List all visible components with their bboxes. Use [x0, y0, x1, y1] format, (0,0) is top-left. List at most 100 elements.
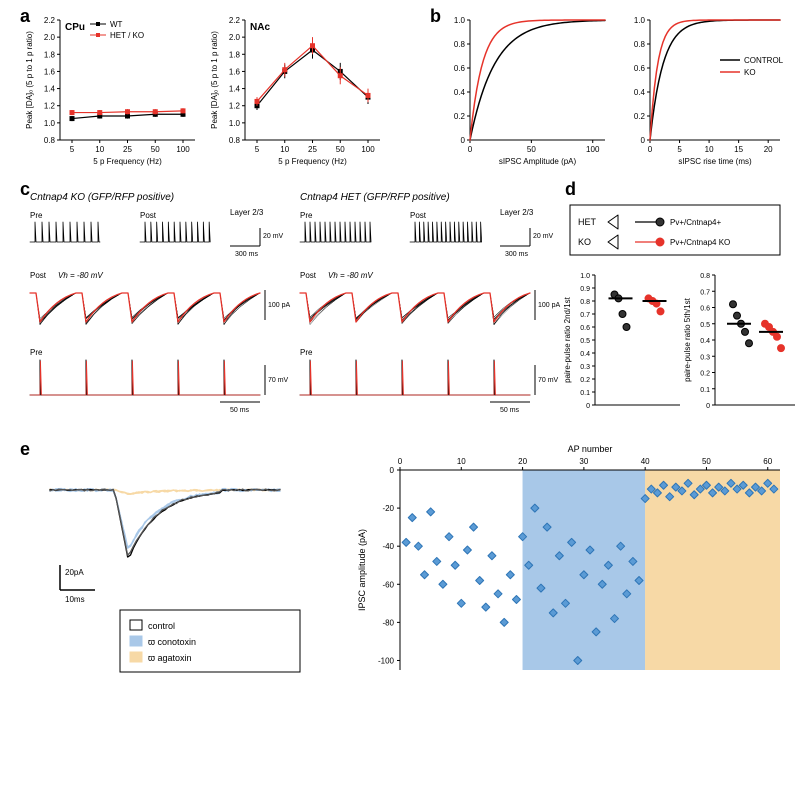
svg-text:0.6: 0.6 [634, 64, 646, 73]
svg-text:0: 0 [468, 145, 473, 154]
svg-text:5: 5 [255, 145, 260, 154]
svg-text:70 mV: 70 mV [538, 377, 559, 384]
svg-text:0.8: 0.8 [454, 40, 466, 49]
svg-text:0.8: 0.8 [634, 40, 646, 49]
svg-text:Post: Post [300, 271, 317, 280]
svg-text:Cntnap4 HET (GFP/RFP positive): Cntnap4 HET (GFP/RFP positive) [300, 192, 450, 203]
svg-text:0.2: 0.2 [700, 371, 710, 378]
svg-text:0.4: 0.4 [700, 338, 710, 345]
svg-text:control: control [148, 621, 175, 631]
svg-text:paire-pulse ratio 2nd/1st: paire-pulse ratio 2nd/1st [563, 296, 572, 383]
svg-text:50 ms: 50 ms [230, 407, 250, 414]
svg-text:Vh = -80 mV: Vh = -80 mV [58, 271, 103, 280]
svg-text:0.4: 0.4 [454, 88, 466, 97]
svg-text:Peak [DA]ₒ (5 p to 1 p ratio): Peak [DA]ₒ (5 p to 1 p ratio) [210, 31, 219, 129]
svg-text:IPSC amplitude (pA): IPSC amplitude (pA) [357, 529, 367, 611]
svg-text:2.0: 2.0 [229, 33, 241, 42]
svg-text:1.0: 1.0 [229, 119, 241, 128]
svg-text:Cntnap4 KO (GFP/RFP positive): Cntnap4 KO (GFP/RFP positive) [30, 192, 174, 203]
svg-text:NAc: NAc [250, 22, 270, 33]
svg-text:d: d [565, 179, 576, 199]
svg-text:-100: -100 [378, 656, 395, 665]
svg-text:5 p Frequency (Hz): 5 p Frequency (Hz) [278, 157, 347, 166]
svg-text:20pA: 20pA [65, 568, 84, 577]
svg-text:1.2: 1.2 [229, 102, 241, 111]
svg-text:paire-pulse ratio 5th/1st: paire-pulse ratio 5th/1st [683, 297, 692, 381]
svg-text:0.3: 0.3 [580, 364, 590, 371]
svg-text:100 pA: 100 pA [538, 302, 561, 309]
svg-text:100: 100 [176, 145, 190, 154]
svg-text:5: 5 [677, 145, 682, 154]
svg-text:10: 10 [457, 457, 466, 466]
svg-text:KO: KO [578, 237, 591, 247]
svg-text:10: 10 [280, 145, 289, 154]
svg-text:AP number: AP number [568, 444, 613, 454]
svg-text:-40: -40 [382, 542, 394, 551]
svg-text:1.0: 1.0 [44, 119, 56, 128]
svg-text:300 ms: 300 ms [235, 251, 258, 258]
svg-text:HET: HET [578, 217, 597, 227]
svg-text:c: c [20, 179, 30, 199]
svg-text:0.1: 0.1 [580, 390, 590, 397]
svg-text:0.2: 0.2 [580, 377, 590, 384]
svg-text:1.8: 1.8 [229, 50, 241, 59]
svg-text:1.6: 1.6 [229, 67, 241, 76]
svg-text:Pv+/Cntnap4+: Pv+/Cntnap4+ [670, 218, 721, 227]
svg-text:-80: -80 [382, 618, 394, 627]
svg-text:1.0: 1.0 [634, 16, 646, 25]
svg-text:Peak [DA]ₒ (5 p to 1 p ratio): Peak [DA]ₒ (5 p to 1 p ratio) [25, 31, 34, 129]
svg-text:5 p Frequency (Hz): 5 p Frequency (Hz) [93, 157, 162, 166]
svg-text:0: 0 [641, 136, 646, 145]
svg-text:50 ms: 50 ms [500, 407, 520, 414]
svg-text:2.0: 2.0 [44, 33, 56, 42]
svg-text:0.6: 0.6 [454, 64, 466, 73]
svg-text:0.6: 0.6 [580, 325, 590, 332]
svg-text:Layer 2/3: Layer 2/3 [230, 208, 264, 217]
svg-text:Pre: Pre [30, 211, 43, 220]
svg-text:1.8: 1.8 [44, 50, 56, 59]
svg-text:CPu: CPu [65, 22, 85, 33]
svg-text:ϖ conotoxin: ϖ conotoxin [148, 637, 196, 647]
svg-text:Post: Post [140, 211, 157, 220]
svg-text:Post: Post [30, 271, 47, 280]
svg-text:0.8: 0.8 [580, 299, 590, 306]
svg-text:10: 10 [705, 145, 714, 154]
svg-text:Pre: Pre [300, 211, 313, 220]
svg-text:0.7: 0.7 [580, 312, 590, 319]
svg-text:1.4: 1.4 [229, 85, 241, 94]
svg-text:0: 0 [706, 403, 710, 410]
svg-text:KO: KO [744, 68, 756, 77]
svg-text:0.2: 0.2 [454, 112, 466, 121]
svg-text:0.8: 0.8 [700, 273, 710, 280]
svg-text:0.5: 0.5 [580, 338, 590, 345]
svg-text:0.8: 0.8 [44, 136, 56, 145]
svg-text:Pre: Pre [30, 348, 43, 357]
svg-text:1.0: 1.0 [454, 16, 466, 25]
svg-text:100: 100 [361, 145, 375, 154]
svg-text:15: 15 [734, 145, 743, 154]
svg-text:20: 20 [764, 145, 773, 154]
svg-text:0.2: 0.2 [634, 112, 646, 121]
svg-text:70 mV: 70 mV [268, 377, 289, 384]
svg-text:Layer 2/3: Layer 2/3 [500, 208, 534, 217]
svg-text:0.6: 0.6 [700, 306, 710, 313]
svg-text:25: 25 [123, 145, 132, 154]
svg-text:10: 10 [95, 145, 104, 154]
svg-text:100 pA: 100 pA [268, 302, 291, 309]
svg-text:0: 0 [648, 145, 653, 154]
svg-text:50: 50 [702, 457, 711, 466]
svg-text:0.8: 0.8 [229, 136, 241, 145]
svg-text:Pv+/Cntnap4 KO: Pv+/Cntnap4 KO [670, 238, 730, 247]
svg-text:0.4: 0.4 [634, 88, 646, 97]
svg-text:0: 0 [461, 136, 466, 145]
svg-text:e: e [20, 439, 30, 459]
svg-text:0.7: 0.7 [700, 289, 710, 296]
svg-text:100: 100 [586, 145, 600, 154]
svg-text:20 mV: 20 mV [263, 233, 284, 240]
svg-text:25: 25 [308, 145, 317, 154]
svg-text:0: 0 [390, 466, 395, 475]
svg-text:0.9: 0.9 [580, 286, 590, 293]
svg-text:-20: -20 [382, 504, 394, 513]
svg-text:Vh = -80 mV: Vh = -80 mV [328, 271, 373, 280]
svg-text:0.4: 0.4 [580, 351, 590, 358]
